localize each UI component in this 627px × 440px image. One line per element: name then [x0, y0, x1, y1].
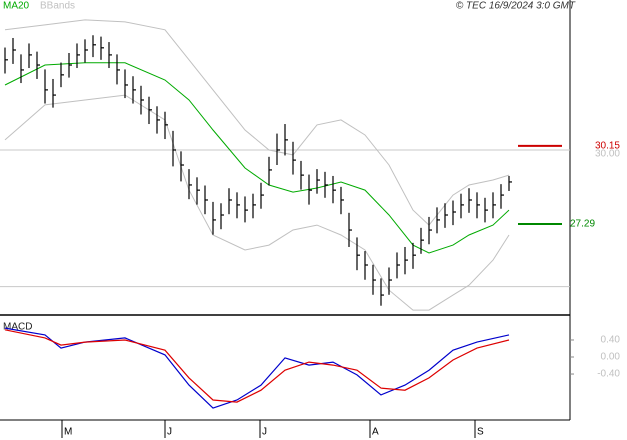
ma20-line: [4, 62, 510, 254]
legend-ma20: MA20: [3, 1, 30, 12]
x-tick-label: A: [372, 427, 379, 438]
y-tick-label: 0.40: [601, 335, 621, 346]
bband-upper: [4, 19, 510, 226]
y-tick-label: 30.00: [595, 149, 620, 160]
x-tick-label: M: [64, 427, 72, 438]
macd-title: MACD: [3, 322, 32, 333]
annotation-label: 30.15: [595, 141, 620, 152]
annotation-label: 27.29: [570, 219, 595, 230]
macd-line: [4, 329, 510, 403]
source: © TEC 16/9/2024 3:0 GMT: [456, 1, 576, 12]
x-tick-label: S: [477, 427, 484, 438]
y-tick-label: 0.00: [601, 352, 621, 363]
legend-bbands: BBands: [40, 1, 75, 12]
x-tick-label: J: [167, 427, 172, 438]
bband-lower: [4, 94, 510, 311]
x-tick-label: J: [262, 427, 267, 438]
y-tick-label: -0.40: [597, 369, 620, 380]
